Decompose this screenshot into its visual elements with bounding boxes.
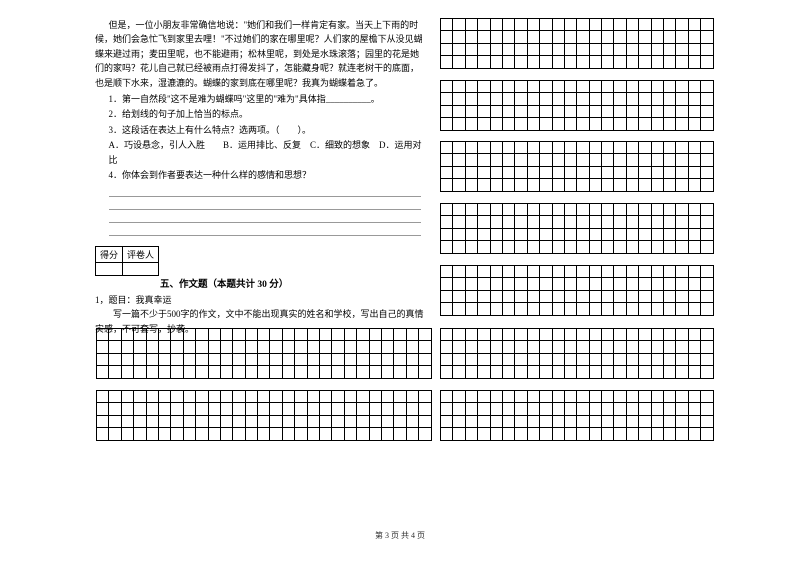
score-table: 得分 评卷人	[95, 246, 159, 276]
topic-label: 1，题目：	[95, 295, 136, 305]
writing-grid[interactable]	[440, 18, 714, 69]
writing-grid[interactable]	[440, 141, 714, 192]
page-footer: 第 3 页 共 4 页	[0, 530, 800, 541]
writing-grid[interactable]	[440, 203, 714, 254]
writing-grid[interactable]	[96, 390, 432, 441]
answer-line[interactable]	[109, 212, 422, 223]
passage-text: 但是，一位小朋友非常确信地说："她们和我们一样肯定有家。当天上下雨的时候，她们会…	[95, 18, 425, 90]
score-box-row: 得分 评卷人	[95, 246, 425, 276]
question-3-options: A．巧设悬念，引人入胜 B．运用排比、反复 C．细致的想象 D．运用对比	[95, 138, 425, 169]
question-1: 1．第一自然段"这不是难为蝴蝶吗"这里的"难为"具体指__________。	[95, 92, 425, 107]
score-cell[interactable]	[96, 262, 123, 275]
section-5-title: 五、作文题（本题共计 30 分）	[160, 276, 425, 290]
question-3: 3．这段话在表达上有什么特点？选两项。（ ）。	[95, 123, 425, 138]
writing-grid[interactable]	[440, 328, 714, 379]
writing-grid[interactable]	[96, 328, 432, 379]
topic-text: 我真幸运	[136, 295, 172, 305]
score-header-grader: 评卷人	[123, 246, 159, 262]
writing-grid[interactable]	[440, 80, 714, 131]
question-2: 2．给划线的句子加上恰当的标点。	[95, 107, 425, 122]
answer-line[interactable]	[109, 186, 422, 197]
answer-line[interactable]	[109, 225, 422, 236]
score-header-score: 得分	[96, 246, 123, 262]
writing-grid[interactable]	[440, 390, 714, 441]
answer-line[interactable]	[109, 199, 422, 210]
writing-grid[interactable]	[440, 265, 714, 316]
question-4: 4．你体会到作者要表达一种什么样的感情和思想？	[95, 168, 425, 183]
grader-cell[interactable]	[123, 262, 159, 275]
